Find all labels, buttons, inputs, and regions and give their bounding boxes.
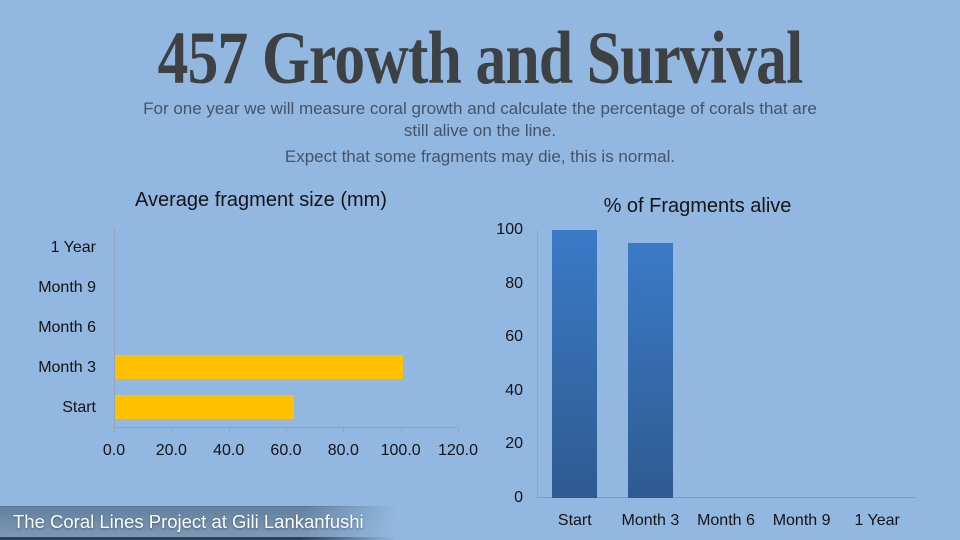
- bar-start: [115, 395, 295, 419]
- x-tick-mark: [228, 428, 230, 432]
- fragments-alive-plot: [537, 230, 915, 498]
- bar-month-3: [115, 355, 404, 379]
- category-label-month-3: Month 3: [38, 359, 96, 376]
- y-tick-label-60: 60: [505, 328, 523, 346]
- subtitle-line-1: For one year we will measure coral growt…: [143, 99, 817, 118]
- x-tick-label-120-0: 120.0: [437, 442, 479, 459]
- category-label-month-9: Month 9: [772, 512, 831, 529]
- x-tick-mark: [171, 428, 173, 432]
- x-tick-label-20-0: 20.0: [155, 442, 187, 459]
- footer-banner: The Coral Lines Project at Gili Lankanfu…: [0, 506, 396, 540]
- x-tick-label-100-0: 100.0: [380, 442, 421, 459]
- y-tick-label-100: 100: [496, 221, 523, 238]
- x-tick-label-60-0: 60.0: [270, 442, 302, 459]
- x-tick-mark: [286, 428, 287, 432]
- y-tick-label-20: 20: [505, 435, 523, 453]
- category-label-1-year: 1 Year: [50, 239, 96, 256]
- x-tick-mark: [114, 428, 115, 432]
- fragment-size-chart: Average fragment size (mm) Start Month 3 M…: [18, 186, 488, 476]
- x-tick-label-0-0: 0.0: [102, 442, 126, 459]
- footer-text: The Coral Lines Project at Gili Lankanfu…: [13, 511, 364, 532]
- bar-start: [552, 230, 598, 498]
- category-label-month-3: Month 3: [621, 512, 680, 529]
- category-label-month-9: Month 9: [38, 279, 96, 296]
- x-tick-label-80-0: 80.0: [327, 442, 359, 459]
- category-label-start: Start: [557, 512, 592, 529]
- x-tick-mark: [343, 428, 345, 432]
- category-label-month-6: Month 6: [697, 512, 755, 529]
- category-label-start: Start: [62, 399, 96, 416]
- x-tick-label-40-0: 40.0: [213, 442, 245, 459]
- fragment-size-chart-title: Average fragment size (mm): [135, 189, 387, 211]
- fragments-alive-chart: % of Fragments alive Start Month 3 Month 6…: [490, 190, 940, 540]
- fragment-size-plot: [114, 228, 458, 428]
- x-tick-mark: [400, 428, 402, 432]
- category-label-1-year: 1 Year: [854, 512, 900, 529]
- bar-month-3: [627, 243, 673, 498]
- category-label-month-6: Month 6: [38, 319, 96, 336]
- subtitle-line-2: still alive on the line.: [403, 121, 557, 140]
- x-tick-mark: [458, 428, 459, 432]
- slide-title: 457 Growth and Survival: [157, 17, 803, 100]
- fragments-alive-chart-title: % of Fragments alive: [603, 195, 792, 217]
- subtitle-note: Expect that some fragments may die, this…: [284, 147, 676, 166]
- y-tick-label-0: 0: [514, 489, 523, 506]
- y-tick-label-80: 80: [505, 274, 523, 292]
- y-tick-label-40: 40: [505, 381, 523, 399]
